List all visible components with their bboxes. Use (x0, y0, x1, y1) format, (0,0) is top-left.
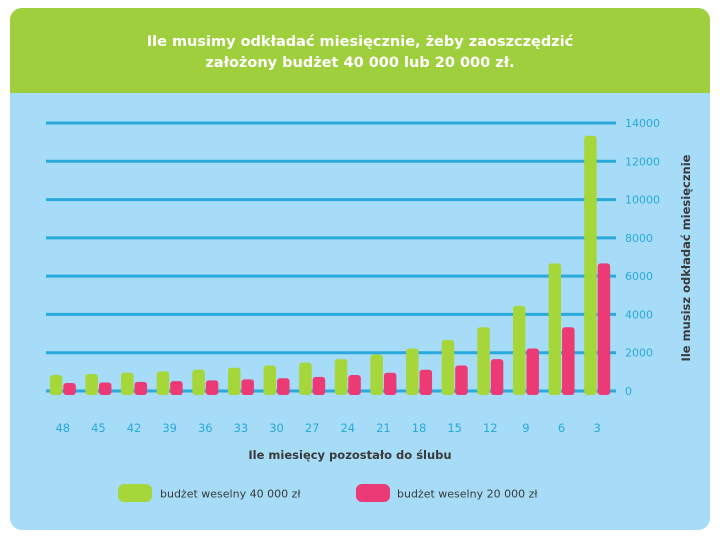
bar-20k (419, 369, 433, 395)
x-tick-labels: 48 45 42 39 36 33 30 27 24 21 18 15 12 9 6 3 (55, 421, 600, 435)
x-tick-label: 39 (162, 421, 177, 435)
chart-title-line-1: Ile musimy odkładać miesięcznie, żeby za… (146, 34, 574, 50)
bar-20k (134, 381, 148, 395)
bar-20k (205, 380, 219, 395)
x-tick-label: 21 (376, 421, 391, 435)
bar-20k (348, 375, 361, 395)
x-axis-title: Ile miesięcy pozostało do ślubu (248, 448, 451, 462)
bar-20k (455, 365, 468, 395)
x-tick-label: 24 (340, 421, 355, 435)
x-tick-label: 3 (594, 421, 601, 435)
y-tick-label: 6000 (625, 270, 653, 283)
bar-40k (49, 375, 63, 395)
x-tick-label: 33 (234, 421, 249, 435)
bars (49, 135, 611, 395)
bar-40k (263, 365, 277, 395)
y-tick-label: 14000 (625, 117, 660, 130)
bar-40k (406, 348, 419, 395)
y-axis-title: Ile musisz odkładać miesięcznie (679, 154, 693, 361)
bar-20k (526, 348, 539, 395)
bar-40k (441, 339, 455, 395)
bar-20k (98, 382, 112, 395)
bar-40k (477, 327, 490, 395)
bar-40k (370, 354, 383, 395)
bar-20k (597, 263, 611, 395)
legend-label-20k: budżet weselny 20 000 zł (397, 488, 538, 501)
bar-20k (63, 383, 76, 395)
bar-20k (490, 359, 504, 395)
x-tick-label: 9 (522, 421, 529, 435)
y-tick-label: 2000 (625, 347, 653, 360)
bar-40k (512, 305, 526, 395)
bar-40k (548, 263, 562, 395)
x-tick-label: 48 (55, 421, 70, 435)
x-tick-label: 6 (558, 421, 565, 435)
x-tick-label: 18 (412, 421, 427, 435)
bar-40k (121, 372, 134, 395)
y-tick-label: 12000 (625, 155, 660, 168)
chart-card: Ile musimy odkładać miesięcznie, żeby za… (10, 8, 710, 530)
bar-chart: 0 2000 4000 6000 8000 10000 12000 14000 48 45 42 3… (46, 117, 693, 502)
x-tick-label: 45 (91, 421, 106, 435)
x-tick-label: 27 (305, 421, 320, 435)
bar-20k (562, 327, 575, 395)
x-tick-label: 30 (269, 421, 284, 435)
legend: budżet weselny 40 000 zł budżet weselny … (118, 484, 538, 502)
bar-20k (383, 372, 397, 395)
bar-40k (156, 371, 170, 395)
chart-header: Ile musimy odkładać miesięcznie, żeby za… (10, 8, 710, 93)
bar-20k (312, 376, 326, 395)
gridlines (46, 121, 616, 393)
bar-20k (241, 379, 254, 395)
legend-swatch-40k (118, 484, 152, 502)
bar-20k (170, 381, 183, 395)
bar-40k (192, 369, 205, 395)
bar-40k (299, 362, 312, 395)
y-tick-labels: 0 2000 4000 6000 8000 10000 12000 14000 (625, 117, 660, 398)
y-tick-label: 10000 (625, 194, 660, 207)
x-tick-label: 42 (127, 421, 142, 435)
bar-40k (85, 373, 98, 395)
legend-swatch-20k (356, 484, 390, 502)
y-tick-label: 4000 (625, 308, 653, 321)
y-tick-label: 0 (625, 385, 632, 398)
bar-40k (584, 135, 597, 395)
x-tick-label: 15 (447, 421, 462, 435)
x-tick-label: 12 (483, 421, 498, 435)
bar-40k (334, 359, 348, 395)
y-tick-label: 8000 (625, 232, 653, 245)
bar-40k (227, 367, 241, 395)
x-tick-label: 36 (198, 421, 213, 435)
legend-label-40k: budżet weselny 40 000 zł (160, 488, 301, 501)
chart-title-line-2: założony budżet 40 000 lub 20 000 zł. (205, 55, 515, 71)
bar-20k (277, 378, 290, 395)
chart-title: Ile musimy odkładać miesięcznie, żeby za… (10, 32, 710, 74)
